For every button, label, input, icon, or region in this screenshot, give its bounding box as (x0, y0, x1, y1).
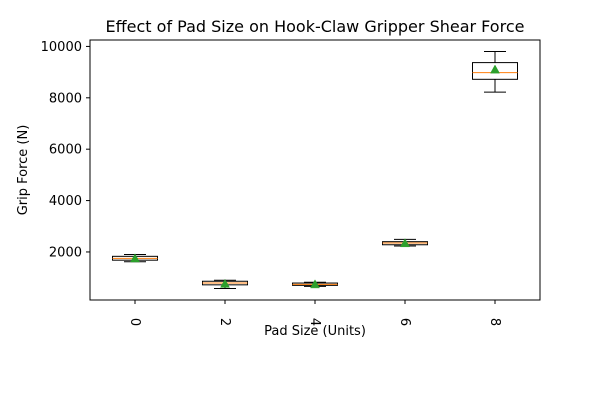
mean-marker (310, 279, 320, 289)
plot-area (112, 51, 518, 289)
box-plot-2 (202, 278, 248, 289)
chart-title: Effect of Pad Size on Hook-Claw Gripper … (106, 17, 525, 36)
box-plot-6 (382, 238, 428, 248)
x-axis-title: Pad Size (Units) (264, 324, 366, 339)
x-axis: 0 2 4 6 8 (127, 300, 502, 326)
y-tick-label: 6000 (49, 143, 82, 158)
x-tick-label: 2 (217, 318, 232, 326)
x-tick-label: 4 (307, 318, 322, 326)
mean-marker (220, 278, 230, 288)
mean-marker (130, 253, 140, 263)
box-plot-4 (292, 279, 338, 289)
y-tick-label: 4000 (49, 194, 82, 209)
x-tick-label: 0 (127, 318, 142, 326)
y-tick-label: 10000 (41, 40, 82, 55)
y-tick-label: 8000 (49, 91, 82, 106)
y-axis: 2000 4000 6000 8000 10000 (41, 40, 90, 260)
box-plot-8 (472, 51, 518, 93)
box-plot-0 (112, 253, 158, 263)
box (472, 62, 518, 80)
mean-marker (490, 64, 500, 74)
y-axis-title: Grip Force (N) (16, 125, 31, 216)
x-tick-label: 6 (397, 318, 412, 326)
x-tick-label: 8 (487, 318, 502, 326)
y-tick-label: 2000 (49, 245, 82, 260)
mean-marker (400, 238, 410, 248)
